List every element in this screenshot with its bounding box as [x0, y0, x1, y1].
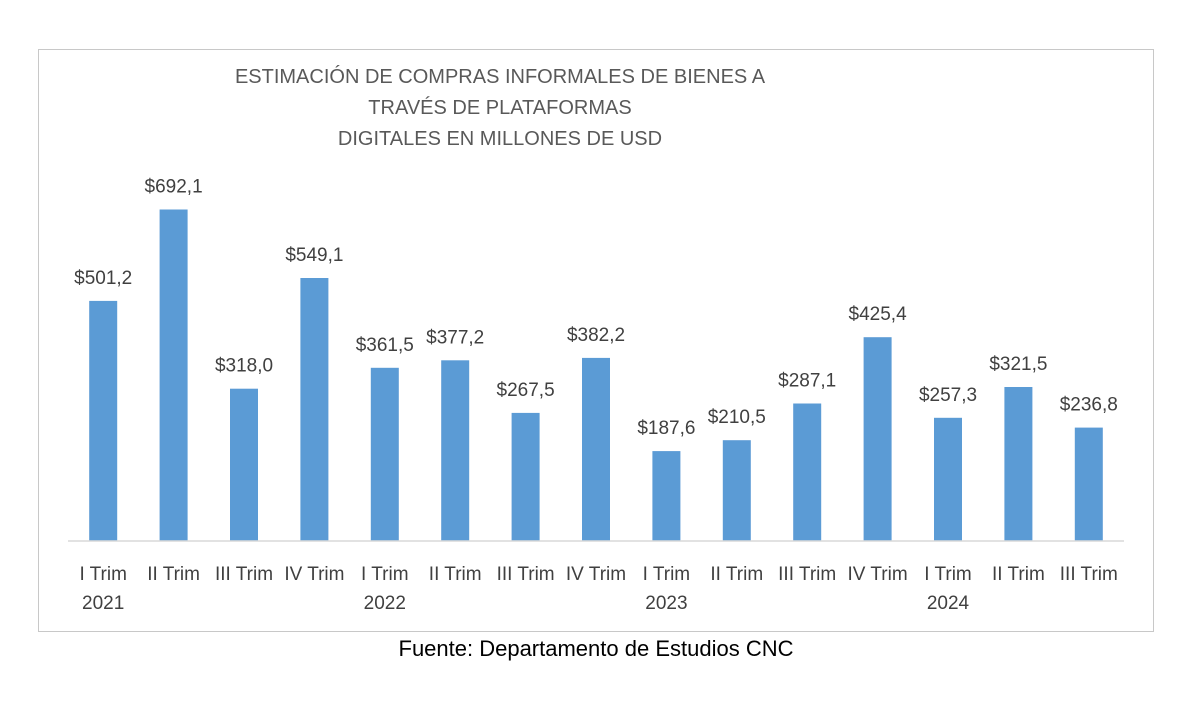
bar-2	[159, 209, 188, 541]
value-label-15: $236,8	[1060, 395, 1118, 416]
value-label-7: $267,5	[497, 380, 555, 401]
bar-8	[582, 357, 610, 541]
x-tick-label-8: IV Trim	[566, 564, 626, 585]
bar-7	[511, 412, 540, 541]
bar-13	[934, 417, 962, 541]
bar-6	[441, 360, 470, 541]
bar-10	[722, 440, 751, 541]
value-label-6: $377,2	[426, 327, 484, 348]
x-year-label-5: 2022	[364, 593, 406, 614]
source-note: Fuente: Departamento de Estudios CNC	[398, 636, 794, 661]
value-label-12: $425,4	[849, 304, 908, 325]
x-tick-label-4: IV Trim	[284, 564, 344, 585]
chart-title-line-2: DIGITALES EN MILLONES DE USD	[337, 128, 663, 150]
bar-3	[230, 388, 258, 541]
chart-title-line-1: ESTIMACIÓN DE COMPRAS INFORMALES DE BIEN…	[234, 66, 766, 119]
value-label-8: $382,2	[567, 325, 625, 346]
x-tick-label-7: III Trim	[497, 564, 555, 585]
value-label-9: $187,6	[637, 418, 695, 439]
bar-4	[300, 278, 329, 541]
value-label-4: $549,1	[285, 245, 343, 266]
x-tick-label-9: I Trim	[643, 564, 691, 585]
x-year-label-1: 2021	[82, 593, 124, 614]
x-tick-label-15: III Trim	[1060, 564, 1118, 585]
value-label-10: $210,5	[708, 407, 766, 428]
x-tick-label-6: II Trim	[429, 564, 482, 585]
x-tick-label-11: III Trim	[778, 564, 836, 585]
value-label-2: $692,1	[145, 177, 203, 198]
value-label-3: $318,0	[215, 356, 273, 377]
value-label-13: $257,3	[919, 385, 977, 406]
x-tick-label-1: I Trim	[79, 564, 127, 585]
x-year-label-9: 2023	[645, 593, 687, 614]
value-label-1: $501,2	[74, 268, 132, 289]
value-labels-group: $501,2 $692,1 $318,0 $549,1 $361,5 $377,2 $267…	[74, 177, 1118, 440]
x-tick-label-13: I Trim	[924, 564, 972, 585]
x-year-label-13: 2024	[927, 593, 970, 614]
x-tick-label-12: IV Trim	[848, 564, 908, 585]
value-label-5: $361,5	[356, 335, 414, 356]
x-tick-label-5: I Trim	[361, 564, 409, 585]
x-tick-label-3: III Trim	[215, 564, 273, 585]
bar-11	[793, 403, 822, 541]
bar-5	[370, 367, 399, 541]
value-label-14: $321,5	[989, 354, 1047, 375]
bar-14	[1004, 387, 1033, 541]
bar-9	[652, 451, 681, 541]
x-tick-label-14: II Trim	[992, 564, 1045, 585]
x-tick-labels-group: I Trim 2021 II Trim III Trim IV Trim I Trim 20…	[79, 564, 1117, 614]
bar-15	[1074, 427, 1103, 541]
bar-1	[89, 300, 118, 541]
value-label-11: $287,1	[778, 371, 836, 392]
bars-group	[89, 209, 1103, 541]
chart-title: ESTIMACIÓN DE COMPRAS INFORMALES DE BIEN…	[200, 62, 800, 155]
x-tick-label-10: II Trim	[710, 564, 763, 585]
x-tick-label-2: II Trim	[147, 564, 200, 585]
bar-12	[863, 337, 892, 541]
